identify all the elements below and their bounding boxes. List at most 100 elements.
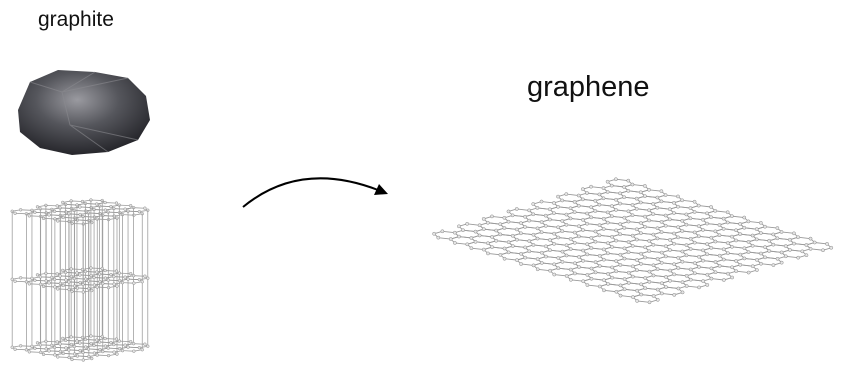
atom bbox=[610, 204, 613, 207]
atom bbox=[59, 350, 62, 353]
atom bbox=[520, 262, 523, 265]
atom bbox=[598, 285, 601, 288]
atom bbox=[93, 284, 96, 287]
atom bbox=[693, 261, 696, 264]
atom bbox=[132, 350, 135, 353]
atom bbox=[743, 226, 746, 229]
atom bbox=[710, 267, 713, 270]
atom bbox=[90, 267, 93, 270]
atom bbox=[536, 268, 539, 271]
atom bbox=[792, 242, 795, 245]
atom bbox=[705, 222, 708, 225]
atom bbox=[503, 247, 506, 250]
atom bbox=[536, 227, 539, 230]
atom bbox=[532, 202, 535, 205]
atom bbox=[631, 183, 634, 186]
atom bbox=[664, 245, 667, 248]
atom bbox=[830, 246, 833, 249]
atom bbox=[581, 218, 584, 221]
atom bbox=[660, 292, 663, 295]
atom bbox=[639, 191, 642, 194]
atom bbox=[104, 209, 107, 212]
atom bbox=[552, 201, 555, 204]
atom bbox=[685, 244, 688, 247]
atom bbox=[660, 261, 663, 264]
atom bbox=[84, 270, 87, 273]
atom bbox=[647, 188, 650, 191]
atom bbox=[627, 281, 630, 284]
atom bbox=[594, 230, 597, 233]
atom bbox=[772, 233, 775, 236]
atom bbox=[138, 346, 141, 349]
atom bbox=[76, 272, 79, 275]
atom bbox=[64, 339, 67, 342]
atom bbox=[474, 230, 477, 233]
atom bbox=[784, 255, 787, 258]
atom bbox=[141, 348, 144, 351]
atom bbox=[585, 212, 588, 215]
atom bbox=[50, 344, 53, 347]
atom bbox=[31, 277, 34, 280]
atom bbox=[726, 252, 729, 255]
atom bbox=[739, 233, 742, 236]
atom bbox=[124, 276, 127, 279]
atom bbox=[101, 335, 104, 338]
atom bbox=[19, 276, 22, 279]
atom bbox=[118, 347, 121, 350]
atom bbox=[544, 245, 547, 248]
atom bbox=[598, 193, 601, 196]
atom bbox=[677, 226, 680, 229]
atom bbox=[101, 350, 104, 353]
atom bbox=[65, 347, 68, 350]
atom bbox=[697, 204, 700, 207]
atom bbox=[614, 198, 617, 201]
atom bbox=[132, 282, 135, 285]
atom bbox=[768, 239, 771, 242]
atom bbox=[780, 251, 783, 254]
atom bbox=[515, 238, 518, 241]
atom bbox=[602, 279, 605, 282]
atom bbox=[701, 218, 704, 221]
atom bbox=[532, 233, 535, 236]
atom bbox=[565, 213, 568, 216]
atom bbox=[56, 356, 59, 359]
atom bbox=[639, 221, 642, 224]
atom bbox=[503, 216, 506, 219]
atom bbox=[586, 222, 589, 225]
atom bbox=[590, 246, 593, 249]
atom bbox=[602, 217, 605, 220]
atom bbox=[486, 252, 489, 255]
atom bbox=[586, 253, 589, 256]
atom bbox=[573, 272, 576, 275]
atom bbox=[61, 201, 64, 204]
atom bbox=[730, 215, 733, 218]
atom bbox=[127, 278, 130, 281]
atom bbox=[11, 278, 14, 281]
atom bbox=[792, 232, 795, 235]
atom bbox=[710, 205, 713, 208]
atom bbox=[532, 243, 535, 246]
atom bbox=[693, 241, 696, 244]
atom bbox=[677, 236, 680, 239]
atom bbox=[490, 215, 493, 218]
atom bbox=[84, 346, 87, 349]
atom bbox=[557, 267, 560, 270]
atom bbox=[582, 249, 585, 252]
atom bbox=[589, 185, 592, 188]
atom bbox=[519, 221, 522, 224]
atom bbox=[565, 193, 568, 196]
atom bbox=[70, 336, 73, 339]
atom bbox=[714, 209, 717, 212]
atom bbox=[635, 228, 638, 231]
atom bbox=[619, 233, 622, 236]
atom bbox=[739, 253, 742, 256]
atom bbox=[146, 345, 149, 348]
atom bbox=[556, 205, 559, 208]
atom bbox=[116, 285, 119, 288]
atom bbox=[714, 260, 717, 263]
atom bbox=[461, 229, 464, 232]
atom bbox=[697, 265, 700, 268]
atom bbox=[627, 271, 630, 274]
atom bbox=[635, 289, 638, 292]
atom bbox=[640, 283, 643, 286]
